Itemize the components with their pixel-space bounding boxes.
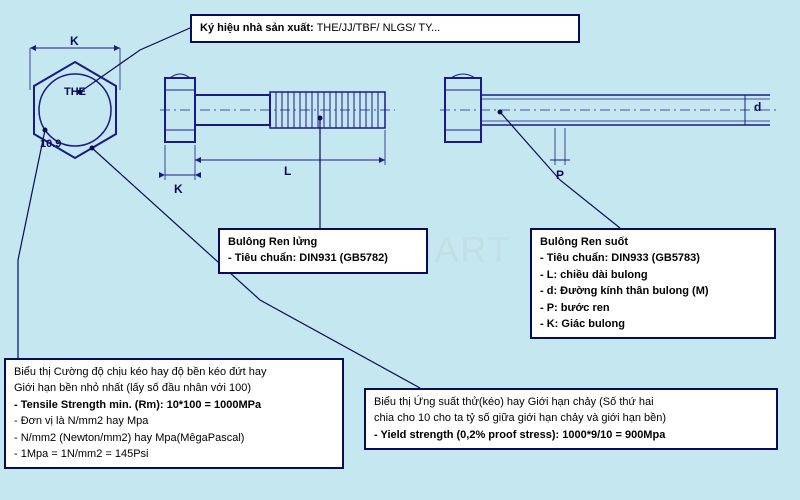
- diagram-container: VIETSMART: [0, 0, 800, 500]
- manufacturer-box: Ký hiệu nhà sản xuất: THE/JJ/TBF/ NLGS/ …: [190, 14, 580, 43]
- hex-THE: THE: [64, 86, 86, 98]
- hex-K: K: [70, 34, 79, 48]
- bolt2-box: Bulông Ren suốt - Tiêu chuẩn: DIN933 (GB…: [530, 228, 776, 339]
- bolt1-L: L: [284, 164, 291, 178]
- yield-box: Biểu thị Ứng suất thử(kéo) hay Giới hạn …: [364, 388, 778, 450]
- bolt1-box: Bulông Ren lửng - Tiêu chuẩn: DIN931 (GB…: [218, 228, 428, 274]
- bolt2-P: P: [556, 168, 564, 182]
- bolt1: [159, 74, 395, 180]
- hex-109: 10.9: [40, 138, 61, 150]
- bolt1-K: K: [174, 182, 183, 196]
- bolt2-d: d: [754, 100, 761, 114]
- bolt2: [440, 74, 780, 165]
- tensile-box: Biểu thị Cường độ chịu kéo hay độ bền ké…: [4, 358, 344, 469]
